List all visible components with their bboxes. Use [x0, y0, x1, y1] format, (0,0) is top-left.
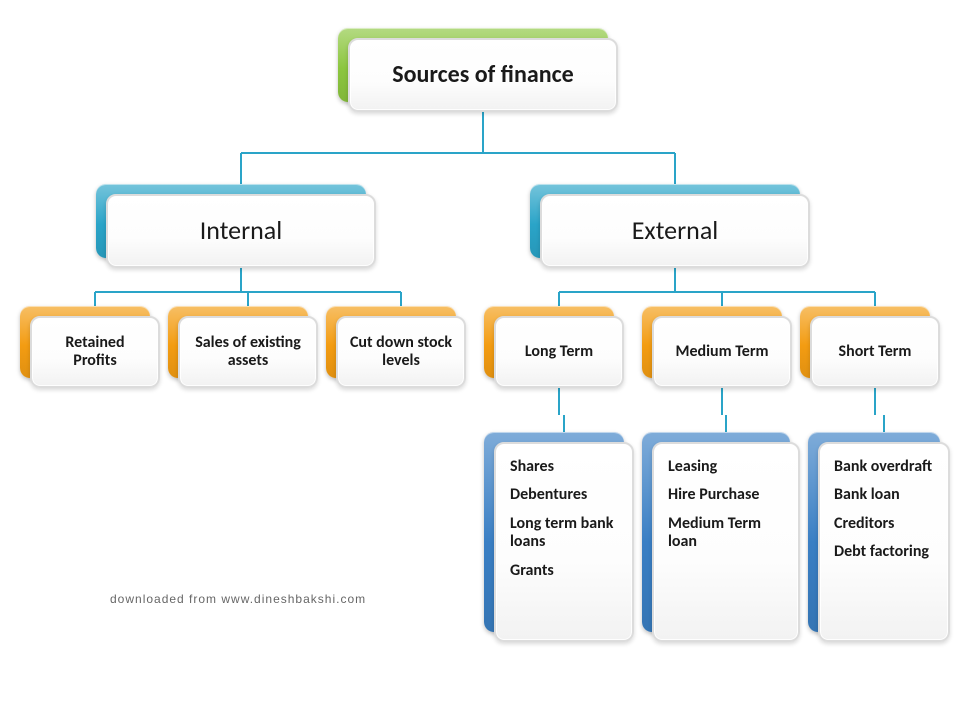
detail-item: Debentures: [510, 486, 618, 504]
node-face: Leasing Hire Purchase Medium Term loan: [652, 442, 800, 642]
node-label: Short Term: [839, 343, 912, 361]
node-d2: Leasing Hire Purchase Medium Term loan: [652, 442, 800, 642]
node-int1: Retained Profits: [30, 316, 160, 388]
node-label: Retained Profits: [42, 334, 148, 371]
node-label: Long Term: [525, 343, 593, 361]
node-label: Medium Term: [675, 343, 768, 361]
node-face: External: [540, 194, 810, 268]
detail-item: Shares: [510, 458, 618, 476]
node-face: Cut down stock levels: [336, 316, 466, 388]
node-int3: Cut down stock levels: [336, 316, 466, 388]
detail-item: Creditors: [834, 515, 932, 533]
node-external: External: [540, 194, 810, 268]
detail-list: Shares Debentures Long term bank loans Gran…: [510, 458, 618, 590]
node-int2: Sales of existing assets: [178, 316, 318, 388]
detail-list: Bank overdraft Bank loan Creditors Debt fac…: [834, 458, 932, 572]
node-face: Medium Term: [652, 316, 792, 388]
node-label: Cut down stock levels: [348, 334, 454, 371]
node-internal: Internal: [106, 194, 376, 268]
node-ext3: Short Term: [810, 316, 940, 388]
node-label: Sales of existing assets: [190, 334, 306, 371]
node-label: Sources of finance: [392, 61, 573, 89]
node-face: Long Term: [494, 316, 624, 388]
node-label: External: [632, 216, 719, 246]
node-face: Retained Profits: [30, 316, 160, 388]
node-face: Bank overdraft Bank loan Creditors Debt fac…: [818, 442, 950, 642]
node-d1: Shares Debentures Long term bank loans Gran…: [494, 442, 634, 642]
node-root: Sources of finance: [348, 38, 618, 112]
node-label: Internal: [200, 216, 282, 246]
detail-list: Leasing Hire Purchase Medium Term loan: [668, 458, 784, 562]
detail-item: Bank overdraft: [834, 458, 932, 476]
detail-item: Bank loan: [834, 486, 932, 504]
node-face: Sources of finance: [348, 38, 618, 112]
node-face: Shares Debentures Long term bank loans Gran…: [494, 442, 634, 642]
footer-note: downloaded from www.dineshbakshi.com: [110, 592, 366, 606]
detail-item: Grants: [510, 562, 618, 580]
detail-item: Long term bank loans: [510, 515, 618, 552]
detail-item: Leasing: [668, 458, 784, 476]
node-face: Sales of existing assets: [178, 316, 318, 388]
detail-item: Hire Purchase: [668, 486, 784, 504]
detail-item: Medium Term loan: [668, 515, 784, 552]
node-ext1: Long Term: [494, 316, 624, 388]
detail-item: Debt factoring: [834, 543, 932, 561]
node-ext2: Medium Term: [652, 316, 792, 388]
node-face: Short Term: [810, 316, 940, 388]
node-face: Internal: [106, 194, 376, 268]
node-d3: Bank overdraft Bank loan Creditors Debt fac…: [818, 442, 950, 642]
